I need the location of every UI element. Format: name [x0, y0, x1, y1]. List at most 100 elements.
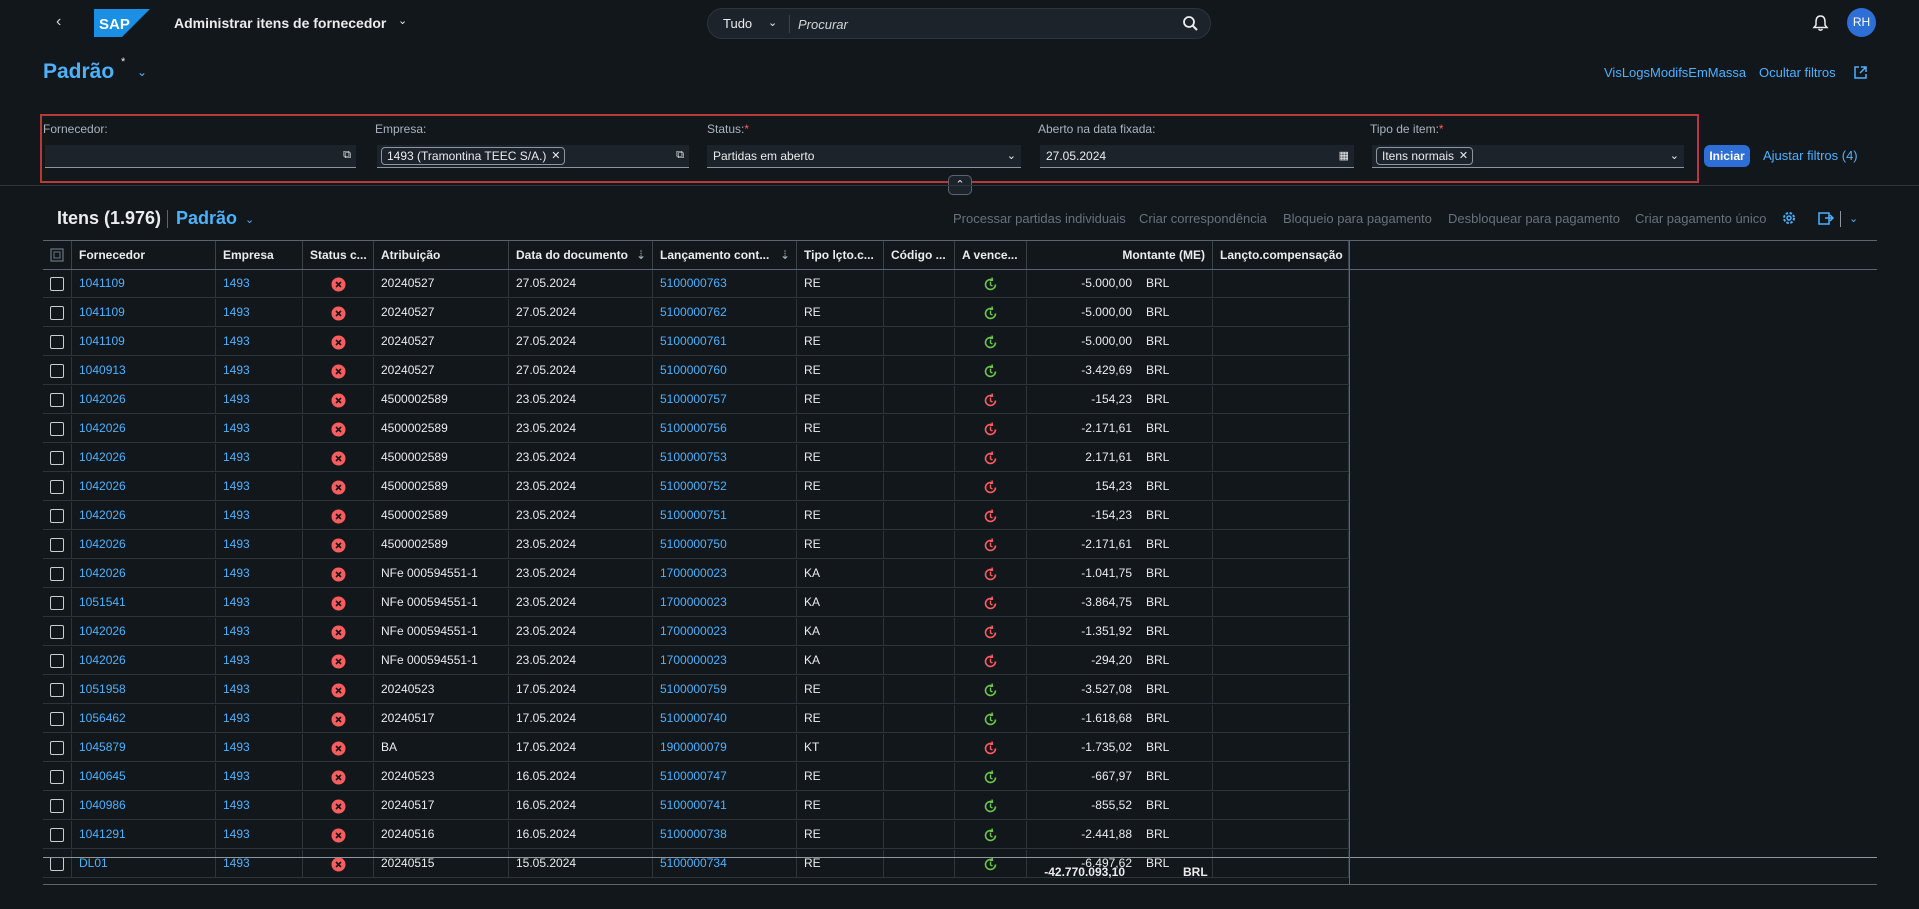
- table-row[interactable]: 1041291 1493 20240516 16.05.2024 5100000738 R…: [43, 821, 1349, 849]
- fornecedor-link[interactable]: 1045879: [72, 734, 216, 762]
- empresa-link[interactable]: 1493: [216, 415, 303, 443]
- lancamento-link[interactable]: 5100000756: [653, 415, 797, 443]
- table-row[interactable]: 1040986 1493 20240517 16.05.2024 5100000741 R…: [43, 792, 1349, 820]
- lancamento-link[interactable]: 1700000023: [653, 589, 797, 617]
- share-icon[interactable]: [1853, 65, 1868, 80]
- fornecedor-link[interactable]: 1042026: [72, 618, 216, 646]
- empresa-link[interactable]: 1493: [216, 821, 303, 849]
- lancamento-link[interactable]: 5100000734: [653, 850, 797, 878]
- fornecedor-link[interactable]: 1040645: [72, 763, 216, 791]
- hide-filters-link[interactable]: Ocultar filtros: [1759, 65, 1836, 80]
- table-row[interactable]: 1042026 1493 4500002589 23.05.2024 510000075…: [43, 473, 1349, 501]
- row-checkbox[interactable]: [50, 422, 64, 436]
- table-row[interactable]: 1042026 1493 4500002589 23.05.2024 510000075…: [43, 531, 1349, 559]
- calendar-icon[interactable]: ▦: [1338, 150, 1349, 162]
- empresa-link[interactable]: 1493: [216, 792, 303, 820]
- variant-title[interactable]: Padrão: [43, 60, 115, 83]
- table-row[interactable]: 1041109 1493 20240527 27.05.2024 5100000762 R…: [43, 299, 1349, 327]
- col-a-vencer[interactable]: A vence...: [955, 241, 1027, 269]
- process-items-button[interactable]: Processar partidas individuais: [953, 211, 1126, 226]
- col-empresa[interactable]: Empresa: [216, 241, 303, 269]
- row-checkbox[interactable]: [50, 451, 64, 465]
- row-checkbox[interactable]: [50, 741, 64, 755]
- lancamento-link[interactable]: 5100000761: [653, 328, 797, 356]
- fornecedor-link[interactable]: 1040913: [72, 357, 216, 385]
- table-row[interactable]: 1051541 1493 NFe 000594551-1 23.05.2024 1700…: [43, 589, 1349, 617]
- sap-logo[interactable]: SAP: [94, 9, 150, 37]
- row-checkbox[interactable]: [50, 509, 64, 523]
- chevron-down-icon[interactable]: ⌄: [1669, 150, 1679, 162]
- empresa-link[interactable]: 1493: [216, 386, 303, 414]
- back-arrow-icon[interactable]: ‹: [56, 13, 62, 30]
- row-checkbox[interactable]: [50, 596, 64, 610]
- lancamento-link[interactable]: 5100000750: [653, 531, 797, 559]
- table-row[interactable]: 1056462 1493 20240517 17.05.2024 5100000740 R…: [43, 705, 1349, 733]
- row-checkbox[interactable]: [50, 654, 64, 668]
- create-correspondence-button[interactable]: Criar correspondência: [1139, 211, 1267, 226]
- row-checkbox[interactable]: [50, 799, 64, 813]
- export-icon[interactable]: [1818, 210, 1835, 226]
- empresa-link[interactable]: 1493: [216, 850, 303, 878]
- empresa-link[interactable]: 1493: [216, 270, 303, 298]
- fornecedor-link[interactable]: 1042026: [72, 647, 216, 675]
- table-row[interactable]: 1041109 1493 20240527 27.05.2024 5100000761 R…: [43, 328, 1349, 356]
- table-row[interactable]: 1042026 1493 4500002589 23.05.2024 510000075…: [43, 444, 1349, 472]
- empresa-link[interactable]: 1493: [216, 763, 303, 791]
- row-checkbox[interactable]: [50, 335, 64, 349]
- unblock-payment-button[interactable]: Desbloquear para pagamento: [1448, 211, 1621, 226]
- lancamento-link[interactable]: 5100000738: [653, 821, 797, 849]
- lancamento-link[interactable]: 5100000747: [653, 763, 797, 791]
- lancamento-link[interactable]: 5100000752: [653, 473, 797, 501]
- empresa-link[interactable]: 1493: [216, 618, 303, 646]
- chevron-down-icon[interactable]: ⌄: [398, 15, 408, 27]
- col-status[interactable]: Status c...: [303, 241, 374, 269]
- empresa-link[interactable]: 1493: [216, 676, 303, 704]
- col-fornecedor[interactable]: Fornecedor: [72, 241, 216, 269]
- fornecedor-link[interactable]: 1041109: [72, 270, 216, 298]
- chevron-down-icon[interactable]: ⌄: [245, 214, 255, 226]
- col-tipo-lancamento[interactable]: Tipo lçto.c...: [797, 241, 884, 269]
- adjust-filters-button[interactable]: Ajustar filtros (4): [1763, 148, 1858, 163]
- fornecedor-link[interactable]: 1051958: [72, 676, 216, 704]
- lancamento-link[interactable]: 5100000741: [653, 792, 797, 820]
- empresa-input[interactable]: 1493 (Tramontina TEEC S/A.) ✕ ⧉: [377, 145, 689, 168]
- table-row[interactable]: 1051958 1493 20240523 17.05.2024 5100000759 R…: [43, 676, 1349, 704]
- empresa-link[interactable]: 1493: [216, 473, 303, 501]
- fornecedor-link[interactable]: 1042026: [72, 415, 216, 443]
- row-checkbox[interactable]: [50, 770, 64, 784]
- block-payment-button[interactable]: Bloqueio para pagamento: [1283, 211, 1432, 226]
- mass-change-log-link[interactable]: VisLogsModifsEmMassa: [1604, 65, 1747, 80]
- fornecedor-link[interactable]: 1041109: [72, 299, 216, 327]
- fornecedor-link[interactable]: 1051541: [72, 589, 216, 617]
- lancamento-link[interactable]: 1900000079: [653, 734, 797, 762]
- lancamento-link[interactable]: 5100000757: [653, 386, 797, 414]
- empresa-link[interactable]: 1493: [216, 531, 303, 559]
- token-remove-icon[interactable]: ✕: [551, 150, 561, 162]
- lancamento-link[interactable]: 1700000023: [653, 647, 797, 675]
- row-checkbox[interactable]: [50, 625, 64, 639]
- row-checkbox[interactable]: [50, 364, 64, 378]
- fornecedor-link[interactable]: 1042026: [72, 444, 216, 472]
- table-row[interactable]: 1042026 1493 4500002589 23.05.2024 510000075…: [43, 415, 1349, 443]
- value-help-icon[interactable]: ⧉: [343, 149, 351, 161]
- empresa-link[interactable]: 1493: [216, 560, 303, 588]
- empresa-link[interactable]: 1493: [216, 299, 303, 327]
- chevron-down-icon[interactable]: ⌄: [1006, 150, 1016, 162]
- fornecedor-link[interactable]: 1042026: [72, 386, 216, 414]
- single-payment-button[interactable]: Criar pagamento único: [1635, 211, 1767, 226]
- select-all-cell[interactable]: [43, 241, 72, 269]
- fornecedor-link[interactable]: 1041109: [72, 328, 216, 356]
- aberto-date-input[interactable]: 27.05.2024 ▦: [1040, 145, 1354, 168]
- col-lancamento[interactable]: Lançamento cont... ⇣: [653, 241, 797, 269]
- fornecedor-link[interactable]: 1056462: [72, 705, 216, 733]
- avatar[interactable]: RH: [1847, 8, 1876, 37]
- status-select[interactable]: Partidas em aberto ⌄: [707, 145, 1021, 168]
- select-all-icon[interactable]: [50, 248, 64, 262]
- fornecedor-link[interactable]: 1042026: [72, 560, 216, 588]
- empresa-link[interactable]: 1493: [216, 705, 303, 733]
- chevron-down-icon[interactable]: ⌄: [768, 17, 778, 29]
- app-title[interactable]: Administrar itens de fornecedor: [174, 15, 387, 31]
- fornecedor-link[interactable]: 1042026: [72, 473, 216, 501]
- lancamento-link[interactable]: 5100000751: [653, 502, 797, 530]
- lancamento-link[interactable]: 5100000762: [653, 299, 797, 327]
